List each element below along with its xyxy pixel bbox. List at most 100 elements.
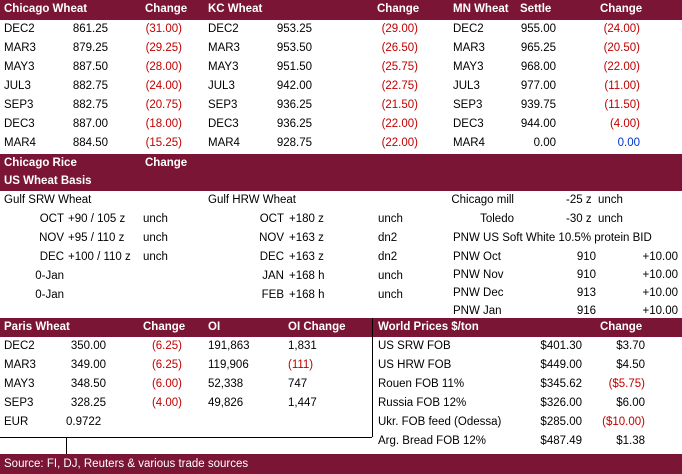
kc-wheat-header: KC Wheat [208, 3, 263, 15]
pnw-change: +10.00 [642, 305, 679, 317]
divider [0, 437, 372, 438]
price: 951.50 [276, 61, 312, 73]
change-value: (29.25) [145, 42, 182, 54]
futures-header-band [0, 0, 682, 20]
chicago-rice-header: Chicago Rice [4, 157, 77, 169]
open-interest: 52,338 [208, 378, 244, 390]
source-note: Source: FI, DJ, Reuters & various trade … [4, 458, 249, 470]
basis-month: NOV [259, 232, 284, 244]
mill-change: unch [598, 194, 623, 206]
origin-label: Rouen FOB 11% [378, 378, 465, 390]
origin-label: US SRW FOB [378, 340, 451, 352]
basis-month: DEC [39, 251, 64, 263]
change-value: (6.25) [151, 340, 182, 352]
basis-value: +180 z [289, 213, 324, 225]
price: 328.25 [70, 397, 106, 409]
price: 882.75 [72, 80, 108, 92]
rice-header-band [0, 154, 682, 173]
price: 939.75 [520, 99, 556, 111]
pnw-price: 913 [576, 287, 596, 299]
change-value: (22.00) [603, 61, 640, 73]
price: 977.00 [520, 80, 556, 92]
settle-header: Settle [520, 3, 552, 15]
price: 879.25 [72, 42, 108, 54]
basis-change: unch [143, 251, 168, 263]
contract-month: SEP3 [208, 99, 238, 111]
basis-value: +163 z [289, 251, 324, 263]
eur-value: 0.9722 [66, 416, 102, 428]
contract-month: SEP3 [4, 99, 34, 111]
basis-value: +90 / 105 z [68, 213, 126, 225]
price: 884.50 [72, 137, 108, 149]
basis-value: +100 / 110 z [68, 251, 131, 263]
basis-change: unch [378, 270, 403, 282]
origin-label: Russia FOB 12% [378, 397, 467, 409]
contract-month: MAY3 [4, 61, 35, 73]
basis-month: FEB [261, 289, 284, 301]
fob-price: $487.49 [540, 435, 582, 447]
world-prices-header: World Prices $/ton [378, 321, 479, 333]
contract-month: MAR3 [4, 42, 36, 54]
divider [66, 437, 67, 454]
change-value: (20.75) [145, 99, 182, 111]
mill-basis: -25 z [566, 194, 592, 206]
price: 968.00 [520, 61, 556, 73]
basis-header-band [0, 172, 682, 191]
contract-month: DEC3 [453, 118, 484, 130]
open-interest: 49,826 [208, 397, 244, 409]
change-header: Change [145, 3, 188, 15]
contract-month: MAR4 [4, 137, 36, 149]
change-value: ($5.75) [608, 378, 645, 390]
change-value: (15.25) [145, 137, 182, 149]
contract-month: MAY3 [208, 61, 239, 73]
fob-price: $285.00 [540, 416, 582, 428]
change-value: (24.00) [145, 80, 182, 92]
contract-month: MAY3 [4, 378, 35, 390]
contract-month: MAR4 [453, 137, 485, 149]
us-wheat-basis-header: US Wheat Basis [4, 175, 92, 187]
change-value: (24.00) [603, 23, 640, 35]
mill-basis: -30 z [566, 213, 592, 225]
basis-change: unch [143, 232, 168, 244]
change-value: (4.00) [151, 397, 182, 409]
basis-change: unch [378, 289, 403, 301]
oi-change: 747 [288, 378, 308, 390]
pnw-month: PNW Nov [453, 269, 504, 281]
price: 953.25 [276, 23, 312, 35]
pnw-price: 910 [576, 269, 596, 281]
change-value: ($10.00) [602, 416, 645, 428]
contract-month: DEC2 [4, 23, 35, 35]
change-value: (6.00) [151, 378, 182, 390]
price: 928.75 [276, 137, 312, 149]
contract-month: JUL3 [453, 80, 480, 92]
basis-month: JAN [262, 270, 284, 282]
change-value: (21.50) [381, 99, 418, 111]
basis-change: unch [143, 213, 168, 225]
contract-month: MAR3 [4, 359, 36, 371]
origin-label: US HRW FOB [378, 359, 452, 371]
change-value: $1.38 [616, 435, 645, 447]
pnw-month: PNW Oct [453, 251, 501, 263]
change-header: Change [377, 3, 420, 15]
mn-wheat-header: MN Wheat [453, 3, 509, 15]
gulf-srw-label: Gulf SRW Wheat [4, 194, 92, 206]
basis-value: +168 h [289, 270, 325, 282]
contract-month: DEC2 [4, 340, 35, 352]
price: 861.25 [72, 23, 108, 35]
change-value: 0.00 [617, 137, 640, 149]
basis-change: unch [378, 213, 403, 225]
pnw-change: +10.00 [642, 251, 679, 263]
change-value: $4.50 [616, 359, 645, 371]
basis-change: dn2 [378, 232, 398, 244]
basis-month: NOV [39, 232, 64, 244]
price: 882.75 [72, 99, 108, 111]
change-value: (25.75) [381, 61, 418, 73]
fob-price: $449.00 [540, 359, 582, 371]
mill-name: Chicago mill [451, 194, 514, 206]
gulf-hrw-label: Gulf HRW Wheat [208, 194, 296, 206]
oi-change: 1,447 [288, 397, 317, 409]
change-value: (28.00) [145, 61, 182, 73]
change-header: Change [600, 3, 643, 15]
change-value: (22.75) [381, 80, 418, 92]
price: 936.25 [276, 118, 312, 130]
